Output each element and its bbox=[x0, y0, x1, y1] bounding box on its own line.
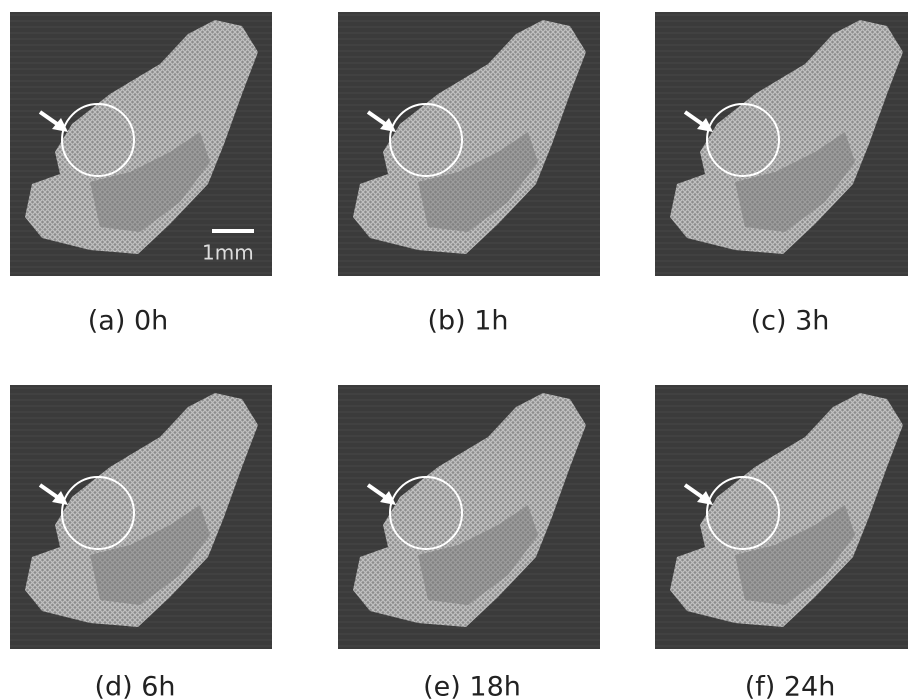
caption: (e) 18h bbox=[423, 672, 521, 699]
caption: (b) 1h bbox=[427, 306, 508, 337]
ct-image bbox=[10, 12, 272, 276]
caption: (f) 24h bbox=[745, 672, 836, 699]
ct-image bbox=[655, 12, 908, 276]
figure: 1mm (a) 0h (b) 1h (c) 3h (d) 6h (e) 18h … bbox=[0, 0, 908, 699]
scale-label: 1mm bbox=[202, 241, 254, 265]
caption: (d) 6h bbox=[94, 672, 175, 699]
ct-image bbox=[338, 385, 600, 649]
ct-image bbox=[338, 12, 600, 276]
caption: (a) 0h bbox=[88, 306, 169, 337]
caption: (c) 3h bbox=[751, 306, 830, 337]
ct-image bbox=[655, 385, 908, 649]
page: 1mm (a) 0h (b) 1h (c) 3h (d) 6h (e) 18h … bbox=[0, 0, 908, 699]
ct-image bbox=[10, 385, 272, 649]
